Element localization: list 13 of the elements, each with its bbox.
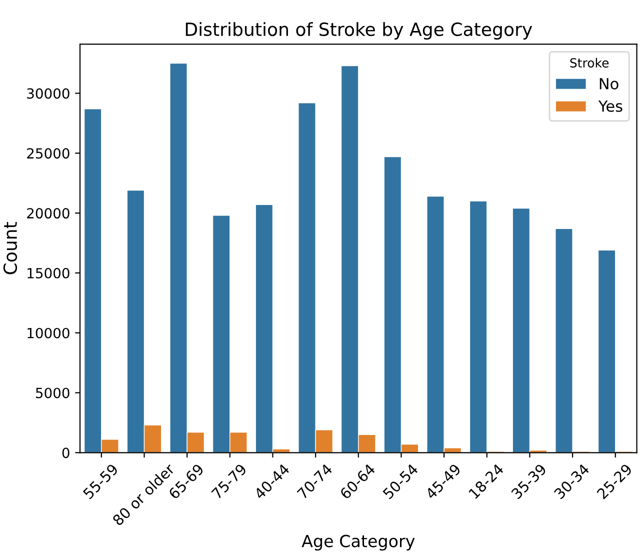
y-tick-label: 25000 [27,148,70,159]
y-tick-label: 15000 [28,268,70,278]
legend-label: Yes [598,100,622,112]
legend-title: Stroke [570,58,609,68]
y-tick-label: 0 [62,448,70,458]
legend-label: No [600,78,618,90]
y-tick-label: 5000 [36,388,70,398]
chart-title: Distribution of Stroke by Age Category [186,22,532,40]
y-tick-label: 10000 [28,328,70,338]
y-tick-label: 30000 [27,88,70,99]
y-tick-label: 20000 [27,208,70,219]
x-axis-title: Age Category [302,534,415,551]
y-axis-title: Count [3,222,18,274]
